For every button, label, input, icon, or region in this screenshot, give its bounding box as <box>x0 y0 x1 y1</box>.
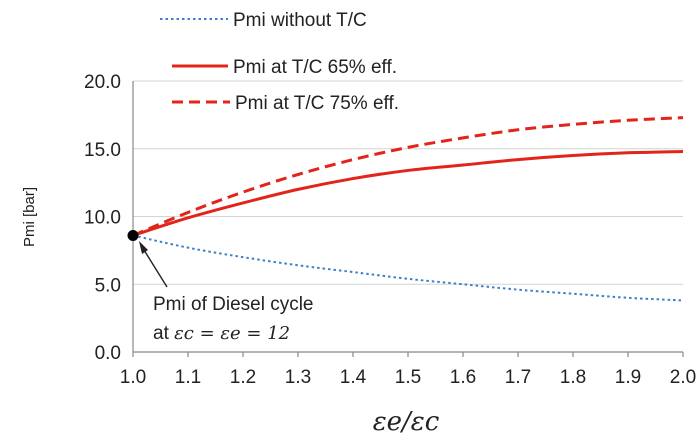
y-tick-labels: 0.0 5.0 10.0 15.0 20.0 <box>84 72 121 364</box>
series-lines <box>132 116 684 302</box>
annotation-line-2-math: εc = εe = 12 <box>174 323 290 344</box>
x-axis-label: εe/εc <box>373 407 440 437</box>
x-tick-label: 1.9 <box>615 367 641 388</box>
annotation-line-1: Pmi of Diesel cycle <box>153 294 314 315</box>
x-tick-label: 1.2 <box>230 367 256 388</box>
diesel-cycle-annotation: Pmi of Diesel cycle at εc = εe = 12 <box>139 241 314 344</box>
x-tick-label: 1.4 <box>340 367 367 388</box>
y-tick-label: 15.0 <box>84 140 121 161</box>
annotation-line-2-prefix: at <box>153 323 174 344</box>
diesel-cycle-point <box>127 229 139 241</box>
grid-lines <box>133 80 683 285</box>
y-tick-label: 20.0 <box>84 72 121 93</box>
legend-label-without-tc: Pmi without T/C <box>233 10 367 31</box>
y-tick-label: 5.0 <box>95 275 121 296</box>
x-tick-label: 1.7 <box>505 367 531 388</box>
series-line-2 <box>132 116 684 237</box>
series-line-0 <box>132 234 684 302</box>
y-tick-label: 10.0 <box>84 208 121 229</box>
annotation-arrow <box>143 249 168 288</box>
y-axis-label: Pmi [bar] <box>21 187 38 247</box>
x-tick-label: 1.3 <box>285 367 311 388</box>
x-tick-label: 1.1 <box>175 367 201 388</box>
annotation-line-2: at εc = εe = 12 <box>153 323 290 344</box>
annotation-arrowhead <box>139 241 148 254</box>
x-tick-label: 1.0 <box>120 367 146 388</box>
x-tick-label: 1.6 <box>450 367 476 388</box>
legend-label-tc-75: Pmi at T/C 75% eff. <box>235 93 399 114</box>
x-tick-labels: 1.0 1.1 1.2 1.3 1.4 1.5 1.6 1.7 1.8 1.9 2.0 <box>120 352 696 388</box>
legend-label-tc-65: Pmi at T/C 65% eff. <box>233 57 397 78</box>
series-line-1 <box>132 149 684 237</box>
y-tick-label: 0.0 <box>95 343 121 364</box>
x-tick-label: 2.0 <box>670 367 696 388</box>
x-tick-label: 1.5 <box>395 367 421 388</box>
x-tick-label: 1.8 <box>560 367 586 388</box>
legend: Pmi without T/C Pmi at T/C 65% eff. Pmi … <box>160 10 399 114</box>
